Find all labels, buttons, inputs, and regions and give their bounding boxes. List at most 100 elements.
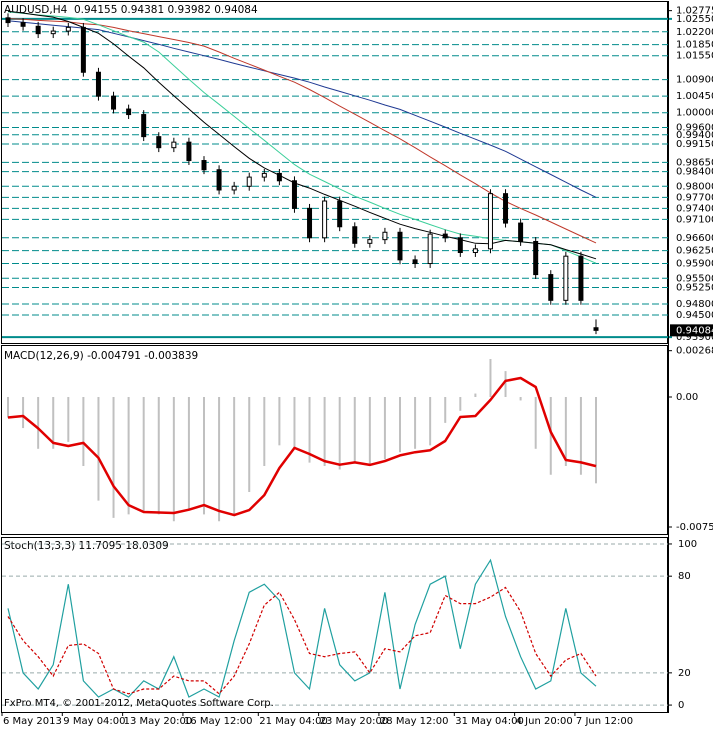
- candle-body: [216, 169, 222, 191]
- candle-body: [80, 26, 86, 73]
- candle-body: [322, 200, 328, 239]
- level-label: 1.02550: [676, 14, 713, 25]
- x-tick-label: 7 Jun 12:00: [576, 716, 633, 727]
- candle-body: [246, 176, 252, 187]
- y-tick-label: -0.00753: [676, 522, 713, 533]
- candle-body: [412, 259, 418, 265]
- background: [0, 0, 713, 713]
- candle-body: [95, 71, 101, 97]
- candle-body: [337, 200, 343, 228]
- y-tick-label: 1.02775: [676, 6, 713, 17]
- chart-title: Stoch(13,3,3) 11.7095 18.0309: [4, 540, 169, 552]
- level-label: 1.00900: [676, 75, 713, 86]
- chart-title: MACD(12,26,9) -0.004791 -0.003839: [4, 350, 198, 362]
- candle-body: [472, 248, 478, 254]
- candle-body: [171, 141, 177, 149]
- candle-body: [442, 233, 448, 239]
- price-panel-frame: [1, 1, 668, 344]
- candle-body: [5, 17, 11, 24]
- candle-body: [427, 233, 433, 265]
- candle-body: [291, 180, 297, 209]
- candle-body: [261, 172, 267, 178]
- x-tick-label: 13 May 20:00: [124, 716, 193, 727]
- candle-body: [156, 136, 162, 149]
- annotation: FxPro MT4, © 2001-2012, MetaQuotes Softw…: [4, 698, 274, 709]
- x-tick-label: 9 May 04:00: [63, 716, 125, 727]
- candle-body: [397, 231, 403, 261]
- candle-body: [20, 22, 26, 27]
- candle-body: [307, 207, 313, 239]
- x-tick-label: 28 May 12:00: [380, 716, 449, 727]
- y-tick-label: 100: [678, 539, 697, 550]
- candle-body: [65, 26, 71, 32]
- candle-body: [141, 114, 147, 138]
- current-price-label: 0.94084: [676, 325, 713, 336]
- candle-body: [578, 255, 584, 301]
- candle-body: [126, 108, 132, 116]
- x-tick-label: 21 May 04:00: [259, 716, 328, 727]
- level-label: 0.93900: [676, 332, 713, 343]
- y-tick-label: 0.002683: [676, 346, 713, 357]
- chart-title: AUDUSD,H4 0.94155 0.94381 0.93982 0.9408…: [4, 4, 258, 16]
- level-label: 1.00450: [676, 91, 713, 102]
- candle-body: [111, 95, 117, 110]
- macd-panel-frame: [1, 345, 668, 535]
- stoch-panel-frame: [1, 537, 668, 713]
- candle-body: [186, 141, 192, 162]
- x-tick-label: 16 May 12:00: [184, 716, 253, 727]
- candle-body: [548, 274, 554, 301]
- x-tick-label: 23 May 20:00: [320, 716, 389, 727]
- candle-body: [382, 231, 388, 241]
- candle-body: [352, 226, 358, 244]
- candle-body: [201, 160, 207, 171]
- candle-body: [231, 185, 237, 191]
- y-tick-label: 20: [678, 668, 691, 679]
- candle-body: [367, 239, 373, 244]
- stoch-line: [7, 586, 597, 695]
- candle-body: [50, 30, 56, 35]
- current-price-box: [670, 324, 713, 337]
- candle-body: [276, 172, 282, 182]
- candle-body: [35, 25, 41, 35]
- candle-body: [487, 193, 493, 250]
- moving-average: [7, 10, 597, 260]
- y-tick-label: 80: [678, 571, 691, 582]
- y-tick-label: 0: [678, 700, 684, 711]
- stoch-line: [7, 558, 597, 698]
- candle-body: [533, 240, 539, 276]
- candle-body: [503, 193, 509, 224]
- moving-average: [7, 20, 597, 198]
- moving-average: [7, 18, 597, 244]
- candle-body: [563, 255, 569, 301]
- candle-body: [457, 237, 463, 254]
- candle-body: [593, 327, 599, 331]
- macd-signal-line: [7, 376, 597, 517]
- level-label: 1.02200: [676, 27, 713, 38]
- x-tick-label: 6 May 2013: [3, 716, 62, 727]
- candle-body: [518, 222, 524, 242]
- x-tick-label: 31 May 04:00: [455, 716, 524, 727]
- x-tick-label: 4 Jun 20:00: [516, 716, 573, 727]
- moving-average: [7, 11, 597, 264]
- level-label: 1.01550: [676, 51, 713, 62]
- y-tick-label: 0.00: [676, 392, 698, 403]
